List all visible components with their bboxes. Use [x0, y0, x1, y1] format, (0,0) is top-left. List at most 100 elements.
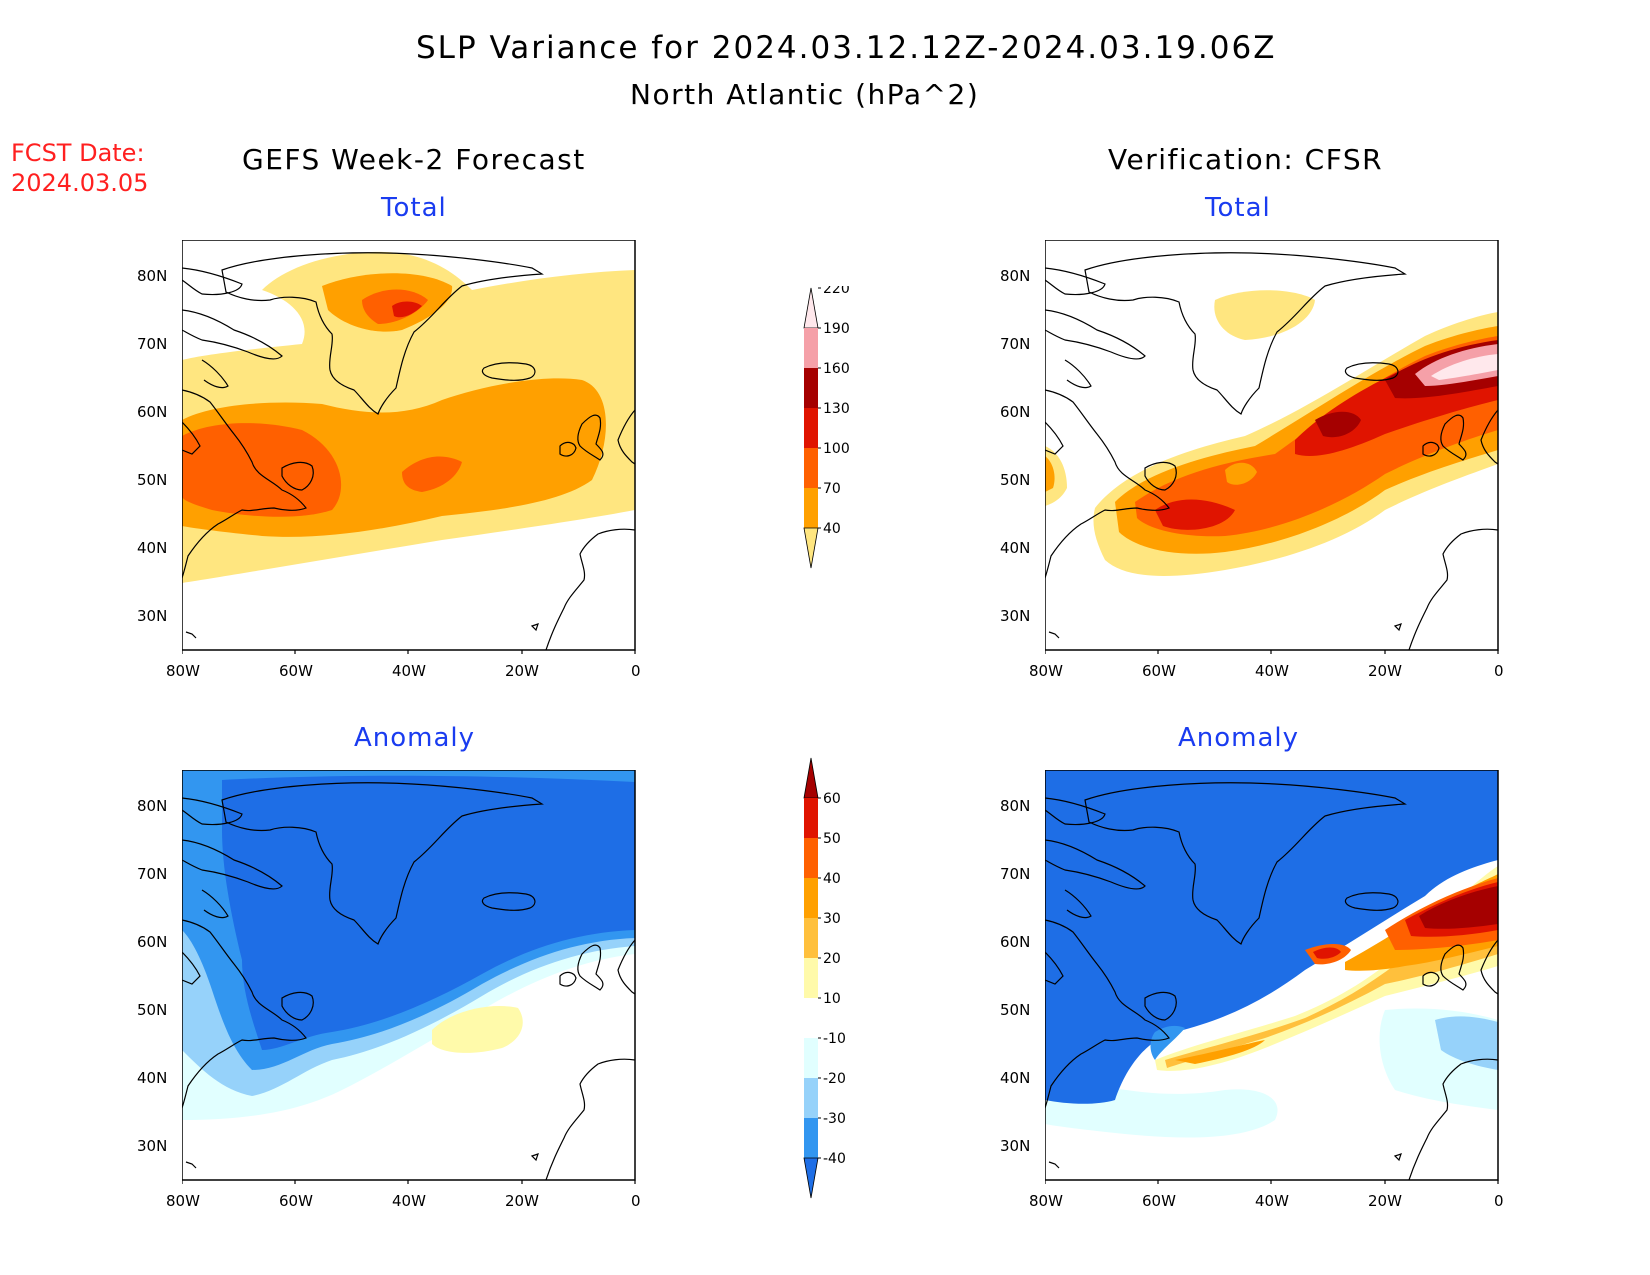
lon-tick-label: 20W [1368, 662, 1402, 680]
colorbar-total: 40 70 100 130 160 190 220 [803, 286, 850, 569]
lon-tick-label: 20W [505, 1192, 539, 1210]
lat-tick-label: 50N [137, 1001, 168, 1019]
lat-tick-label: 70N [1000, 865, 1031, 883]
lon-tick-label: 20W [1368, 1192, 1402, 1210]
lon-tick-label: 40W [1255, 662, 1289, 680]
forecast-white-nw [182, 298, 301, 358]
colorbar-swatch [803, 287, 819, 329]
lat-tick-label: 30N [137, 607, 168, 625]
colorbar-swatch [803, 1157, 819, 1199]
colorbar-swatch [803, 527, 819, 569]
map-verification-total [1045, 240, 1499, 654]
colorbar-swatch [804, 448, 818, 488]
lat-tick-label: 60N [137, 403, 168, 421]
lat-tick-label: 40N [1000, 539, 1031, 557]
lat-tick-label: 80N [1000, 267, 1031, 285]
map-forecast-anomaly [182, 770, 636, 1184]
lat-tick-label: 40N [137, 1069, 168, 1087]
colorbar-label: 20 [823, 951, 841, 967]
contour-minus30-edge [1150, 1025, 1185, 1060]
contour-minus40 [222, 775, 635, 1050]
colorbar-swatch [804, 488, 818, 528]
lat-tick-label: 70N [1000, 335, 1031, 353]
colorbar-swatch [804, 368, 818, 408]
colorbar-swatch [804, 408, 818, 448]
lon-tick-label: 0 [1494, 1192, 1504, 1210]
colorbar-label: 10 [823, 991, 841, 1007]
lat-tick-label: 30N [1000, 1137, 1031, 1155]
right-column-title: Verification: CFSR [1108, 143, 1384, 176]
colorbar-anomaly: -40 -30 -20 -10 10 20 30 40 50 60 [803, 757, 846, 1199]
colorbar-label: -40 [823, 1151, 846, 1167]
contour-130-north [392, 301, 422, 318]
map-forecast-total [182, 240, 636, 654]
colorbar-swatch [804, 878, 818, 918]
lon-tick-label: 20W [505, 662, 539, 680]
colorbar-label: 70 [823, 481, 841, 497]
lat-tick-label: 50N [137, 471, 168, 489]
lat-tick-label: 80N [137, 797, 168, 815]
lat-tick-label: 60N [1000, 933, 1031, 951]
contour-100-west [182, 423, 342, 517]
lat-tick-label: 40N [1000, 1069, 1031, 1087]
contour-40-greenland [1214, 290, 1315, 340]
colorbar-swatch [804, 1038, 818, 1078]
contour-plus10 [432, 1006, 523, 1053]
colorbar-swatch [804, 958, 818, 998]
lat-tick-label: 60N [137, 933, 168, 951]
lon-tick-label: 60W [1142, 1192, 1176, 1210]
fcst-date: 2024.03.05 [11, 169, 149, 197]
figure-subtitle: North Atlantic (hPa^2) [630, 78, 980, 111]
lon-tick-label: 80W [1029, 1192, 1063, 1210]
left-column-title: GEFS Week-2 Forecast [242, 143, 586, 176]
figure-title: SLP Variance for 2024.03.12.12Z-2024.03.… [416, 30, 1277, 66]
lat-tick-label: 80N [1000, 797, 1031, 815]
colorbar-label: 30 [823, 911, 841, 927]
lon-tick-label: 40W [392, 662, 426, 680]
lon-tick-label: 40W [1255, 1192, 1289, 1210]
lat-tick-label: 30N [137, 1137, 168, 1155]
colorbar-swatch [804, 328, 818, 368]
colorbar-label: 220 [823, 286, 850, 297]
colorbar-swatch [804, 1078, 818, 1118]
contour-100-central [402, 456, 462, 492]
panel-title-right-total: Total [1205, 193, 1271, 223]
lat-tick-label: 50N [1000, 471, 1031, 489]
contour-minus40-main [1045, 770, 1498, 1104]
lon-tick-label: 0 [1494, 662, 1504, 680]
colorbar-label: 40 [823, 871, 841, 887]
colorbar-label: 130 [823, 401, 850, 417]
colorbar-swatch [804, 1118, 818, 1158]
lon-tick-label: 40W [392, 1192, 426, 1210]
contour-minus10 [1045, 1008, 1498, 1138]
lon-tick-label: 80W [166, 1192, 200, 1210]
contour-plus60 [1419, 886, 1498, 929]
lon-tick-label: 80W [1029, 662, 1063, 680]
colorbar-swatch [804, 838, 818, 878]
colorbar-swatch [803, 757, 819, 799]
lat-tick-label: 70N [137, 335, 168, 353]
lon-tick-label: 60W [1142, 662, 1176, 680]
colorbar-swatch [804, 998, 818, 1038]
colorbar-label: 160 [823, 361, 850, 377]
colorbar-label: -20 [823, 1071, 846, 1087]
axis-ticks [182, 650, 636, 654]
map-verification-anomaly [1045, 770, 1499, 1184]
colorbar-label: 40 [823, 521, 841, 537]
lon-tick-label: 80W [166, 662, 200, 680]
lon-tick-label: 60W [279, 662, 313, 680]
colorbar-label: -10 [823, 1031, 846, 1047]
contour-70-west [1045, 456, 1055, 492]
contour-220 [1431, 354, 1498, 380]
colorbar-swatch [804, 918, 818, 958]
colorbar-label: 60 [823, 791, 841, 807]
contour-plus20 [1165, 878, 1498, 1068]
colorbar-swatch [804, 798, 818, 838]
lat-tick-label: 70N [137, 865, 168, 883]
lat-tick-label: 60N [1000, 403, 1031, 421]
panel-title-right-anomaly: Anomaly [1178, 723, 1300, 753]
colorbar-label: 100 [823, 441, 850, 457]
contour-40-west [1045, 446, 1067, 506]
lat-tick-label: 80N [137, 267, 168, 285]
panel-title-left-anomaly: Anomaly [354, 723, 476, 753]
